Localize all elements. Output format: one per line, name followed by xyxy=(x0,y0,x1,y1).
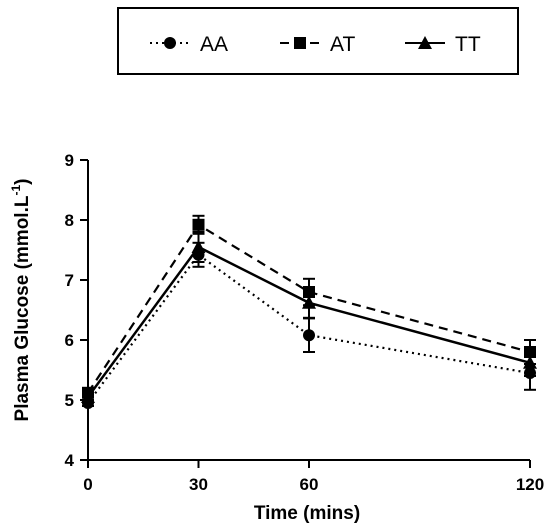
legend-label: TT xyxy=(455,33,481,56)
x-tick-label: 30 xyxy=(189,475,208,494)
x-tick-label: 120 xyxy=(516,475,544,494)
y-tick-label: 8 xyxy=(65,211,74,230)
y-axis-title-main: Plasma Glucose (mmol.L xyxy=(12,195,33,421)
x-tick-label: 60 xyxy=(300,475,319,494)
y-tick-label: 9 xyxy=(65,151,74,170)
data-point xyxy=(192,218,205,231)
y-axis-title-superscript: -1 xyxy=(9,185,23,196)
series-line xyxy=(87,253,531,404)
data-point xyxy=(303,329,315,342)
legend-label: AA xyxy=(200,33,228,56)
series-tt xyxy=(81,231,537,403)
y-axis-title-suffix: ) xyxy=(12,179,33,185)
legend-marker xyxy=(418,36,432,49)
plot-area xyxy=(81,214,537,409)
y-axis-title: Plasma Glucose (mmol.L-1) xyxy=(9,179,33,422)
data-point xyxy=(191,240,206,253)
x-axis-title: Time (mins) xyxy=(254,503,360,524)
axes: 4 5 6 7 8 9 0 30 60 120 xyxy=(65,151,545,494)
y-tick-label: 7 xyxy=(65,271,74,290)
legend: AA AT TT xyxy=(117,7,519,75)
series-aa xyxy=(82,241,536,409)
x-tick-label: 0 xyxy=(83,475,92,494)
legend-marker xyxy=(164,37,176,49)
data-point xyxy=(302,295,316,309)
data-point xyxy=(81,390,95,403)
data-point xyxy=(523,355,537,369)
y-tick-label: 4 xyxy=(65,451,75,470)
legend-marker xyxy=(294,37,306,49)
legend-box xyxy=(117,7,519,75)
y-tick-label: 6 xyxy=(65,331,74,350)
legend-label: AT xyxy=(330,33,355,56)
y-tick-label: 5 xyxy=(65,391,74,410)
series-line xyxy=(86,245,531,398)
